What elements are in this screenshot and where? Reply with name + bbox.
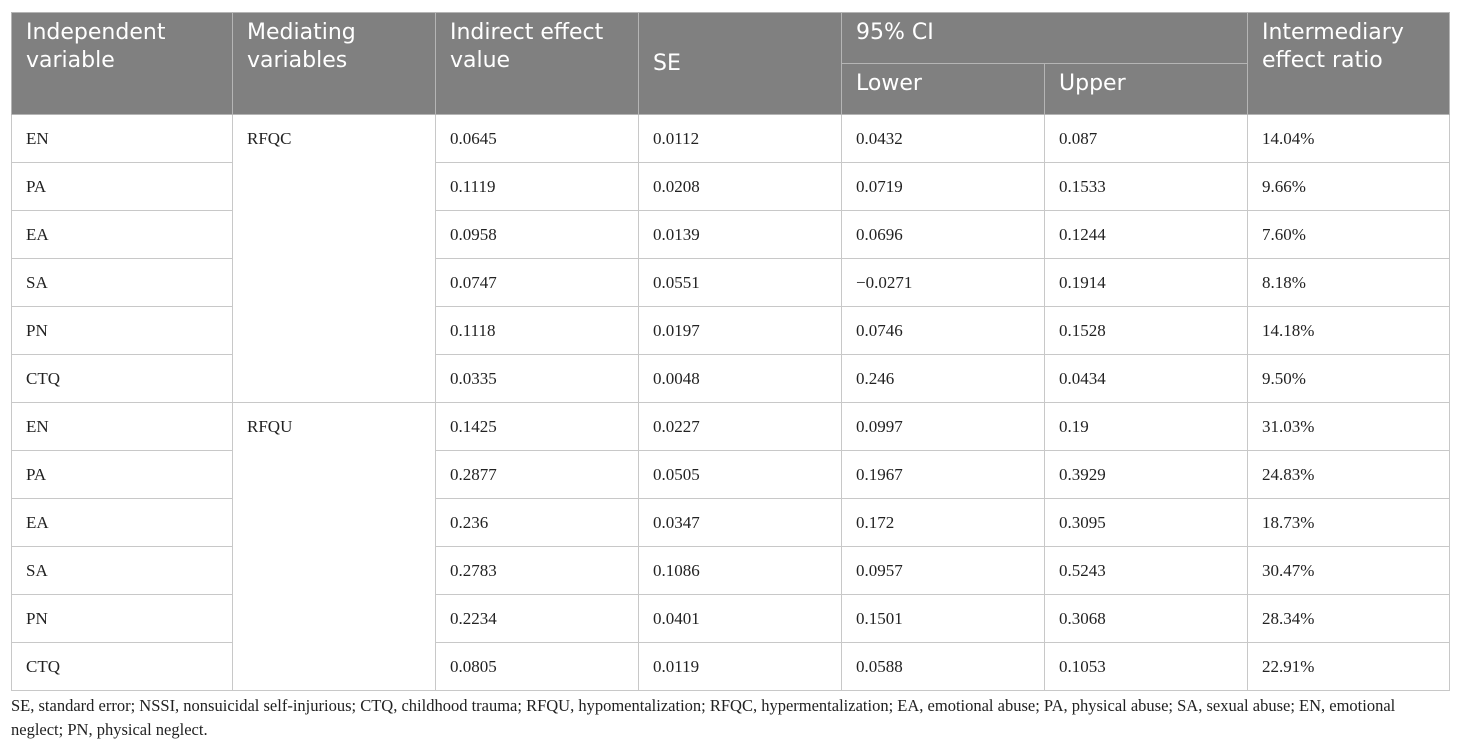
cell: 0.0505: [638, 450, 842, 499]
header-cell: Indirect effect value: [435, 12, 639, 115]
cell: 0.1425: [435, 402, 639, 451]
cell: 0.1086: [638, 546, 842, 595]
cell: SA: [11, 546, 233, 595]
cell: 8.18%: [1247, 258, 1450, 307]
cell: 0.0958: [435, 210, 639, 259]
cell: 0.1501: [841, 594, 1045, 643]
cell: 0.0746: [841, 306, 1045, 355]
cell: −0.0271: [841, 258, 1045, 307]
cell: EA: [11, 210, 233, 259]
cell: PA: [11, 450, 233, 499]
cell: 0.172: [841, 498, 1045, 547]
header-cell: Lower: [841, 63, 1045, 115]
cell: 0.0197: [638, 306, 842, 355]
results-table: Independent variable Mediating variables…: [11, 12, 1450, 691]
cell: 9.66%: [1247, 162, 1450, 211]
header-cell: SE: [638, 12, 842, 115]
cell: SA: [11, 258, 233, 307]
cell: 0.246: [841, 354, 1045, 403]
cell: 0.0747: [435, 258, 639, 307]
cell: 31.03%: [1247, 402, 1450, 451]
cell: 0.0645: [435, 114, 639, 163]
cell: 0.2877: [435, 450, 639, 499]
cell: 0.1053: [1044, 642, 1248, 691]
table-row: EN RFQC 0.0645 0.0112 0.0432 0.087 14.04%: [11, 114, 1450, 403]
cell: PA: [11, 162, 233, 211]
cell: 0.0347: [638, 498, 842, 547]
cell: 0.0432: [841, 114, 1045, 163]
cell: 0.087: [1044, 114, 1248, 163]
cell: 0.0588: [841, 642, 1045, 691]
cell: 0.0401: [638, 594, 842, 643]
cell: 0.0139: [638, 210, 842, 259]
cell: 0.1244: [1044, 210, 1248, 259]
cell: 0.0119: [638, 642, 842, 691]
cell: PN: [11, 594, 233, 643]
table-row: PA 0.1119 0.0208 0.0719 0.1533 9.66%: [11, 162, 1450, 211]
cell: 0.0208: [638, 162, 842, 211]
table-row: PN 0.2234 0.0401 0.1501 0.3068 28.34%: [11, 594, 1450, 643]
cell: 0.2234: [435, 594, 639, 643]
table-row: SA 0.0747 0.0551 −0.0271 0.1914 8.18%: [11, 258, 1450, 307]
header-cell: Intermediary effect ratio: [1247, 12, 1450, 115]
table-row: CTQ 0.0335 0.0048 0.246 0.0434 9.50%: [11, 354, 1450, 403]
cell: 0.0997: [841, 402, 1045, 451]
cell: EN: [11, 114, 233, 163]
table-row: SA 0.2783 0.1086 0.0957 0.5243 30.47%: [11, 546, 1450, 595]
cell: 0.0719: [841, 162, 1045, 211]
cell: 0.0434: [1044, 354, 1248, 403]
cell: 0.1533: [1044, 162, 1248, 211]
table-row: EA 0.0958 0.0139 0.0696 0.1244 7.60%: [11, 210, 1450, 259]
table-row: PA 0.2877 0.0505 0.1967 0.3929 24.83%: [11, 450, 1450, 499]
cell: 14.18%: [1247, 306, 1450, 355]
cell: 0.1119: [435, 162, 639, 211]
table-row: EN RFQU 0.1425 0.0227 0.0997 0.19 31.03%: [11, 402, 1450, 691]
mediator-cell: RFQU: [232, 402, 436, 691]
footnote: SE, standard error; NSSI, nonsuicidal se…: [11, 696, 1396, 739]
header-cell: Independent variable: [11, 12, 233, 115]
cell: 0.1528: [1044, 306, 1248, 355]
cell: 22.91%: [1247, 642, 1450, 691]
cell: 0.236: [435, 498, 639, 547]
cell: 9.50%: [1247, 354, 1450, 403]
cell: CTQ: [11, 354, 233, 403]
cell: 0.3929: [1044, 450, 1248, 499]
header-cell: Upper: [1044, 63, 1248, 115]
cell: 28.34%: [1247, 594, 1450, 643]
table-body: EN RFQC 0.0645 0.0112 0.0432 0.087 14.04% PA 0.1…: [11, 114, 1450, 691]
table-row: PN 0.1118 0.0197 0.0746 0.1528 14.18%: [11, 306, 1450, 355]
cell: 0.0112: [638, 114, 842, 163]
cell: 0.19: [1044, 402, 1248, 451]
cell: 0.0227: [638, 402, 842, 451]
header-cell: Mediating variables: [232, 12, 436, 115]
cell: 24.83%: [1247, 450, 1450, 499]
cell: 7.60%: [1247, 210, 1450, 259]
table-row: EA 0.236 0.0347 0.172 0.3095 18.73%: [11, 498, 1450, 547]
cell: 0.1914: [1044, 258, 1248, 307]
cell: 0.0805: [435, 642, 639, 691]
cell: EA: [11, 498, 233, 547]
cell: 0.5243: [1044, 546, 1248, 595]
cell: PN: [11, 306, 233, 355]
cell: EN: [11, 402, 233, 451]
cell: 0.0048: [638, 354, 842, 403]
cell: 30.47%: [1247, 546, 1450, 595]
header-cell: 95% CI: [841, 12, 1248, 64]
cell: 18.73%: [1247, 498, 1450, 547]
cell: 0.2783: [435, 546, 639, 595]
cell: 0.0696: [841, 210, 1045, 259]
cell: 0.0957: [841, 546, 1045, 595]
table-row: CTQ 0.0805 0.0119 0.0588 0.1053 22.91%: [11, 642, 1450, 691]
cell: 0.1118: [435, 306, 639, 355]
cell: 0.0551: [638, 258, 842, 307]
cell: 0.3068: [1044, 594, 1248, 643]
cell: 14.04%: [1247, 114, 1450, 163]
cell: 0.1967: [841, 450, 1045, 499]
cell: 0.0335: [435, 354, 639, 403]
mediator-cell: RFQC: [232, 114, 436, 403]
cell: CTQ: [11, 642, 233, 691]
cell: 0.3095: [1044, 498, 1248, 547]
